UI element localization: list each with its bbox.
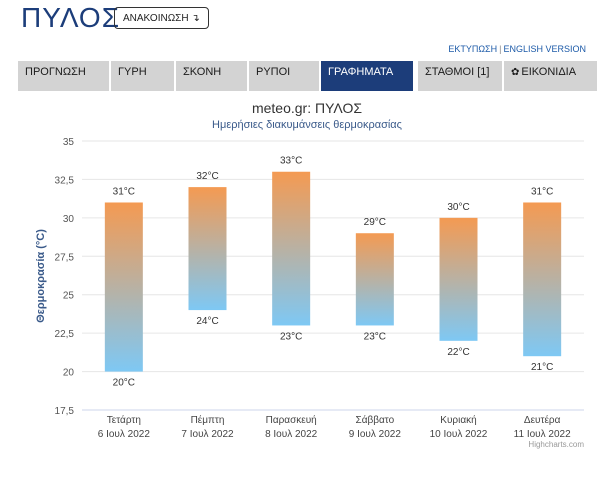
- x-tick-label-date: 10 Ιουλ 2022: [430, 429, 488, 440]
- announcement-button[interactable]: ΑΝΑΚΟΙΝΩΣΗ ↴: [114, 7, 209, 29]
- data-label-low: 20°C: [113, 378, 135, 389]
- top-links: ΕΚΤΥΠΩΣΗ | ENGLISH VERSION: [448, 44, 586, 54]
- temperature-range-bar: [355, 233, 394, 326]
- y-tick-label: 20: [63, 368, 75, 379]
- data-label-high: 33°C: [280, 156, 302, 167]
- x-tick-label-date: 6 Ιουλ 2022: [98, 429, 151, 440]
- data-label-high: 31°C: [113, 186, 135, 197]
- english-version-link[interactable]: ENGLISH VERSION: [503, 44, 586, 54]
- tab-forecast[interactable]: ΠΡΟΓΝΩΣΗ: [18, 61, 111, 91]
- temperature-range-bar: [272, 171, 311, 326]
- chart-subtitle: Ημερήσιες διακυμάνσεις θερμοκρασίας: [212, 119, 402, 131]
- data-label-high: 30°C: [447, 202, 469, 213]
- data-label-high: 31°C: [531, 186, 553, 197]
- link-separator: |: [499, 44, 502, 54]
- y-tick-label: 25: [63, 291, 75, 302]
- data-label-high: 29°C: [364, 217, 386, 228]
- y-tick-label: 35: [63, 137, 75, 148]
- y-tick-label: 32,5: [55, 175, 75, 186]
- tab-label: ΣΤΑΘΜΟΙ [1]: [425, 66, 490, 78]
- data-label-high: 32°C: [196, 171, 218, 182]
- data-label-low: 21°C: [531, 362, 553, 373]
- y-tick-label: 17,5: [55, 406, 75, 417]
- tab-label: ΣΚΟΝΗ: [183, 66, 222, 78]
- temperature-range-bar: [104, 202, 143, 372]
- print-link[interactable]: ΕΚΤΥΠΩΣΗ: [448, 44, 498, 54]
- y-tick-label: 30: [63, 214, 75, 225]
- x-tick-label-day: Δευτέρα: [524, 414, 561, 426]
- data-label-low: 22°C: [447, 347, 469, 358]
- tab-charts[interactable]: ΓΡΑΦΗΜΑΤΑ: [321, 61, 415, 91]
- credits-link[interactable]: Highcharts.com: [528, 440, 584, 449]
- tab-icons[interactable]: ✿ ΕΙΚΟΝΙΔΙΑ: [504, 61, 599, 91]
- tab-label: ΕΙΚΟΝΙΔΙΑ: [521, 66, 577, 78]
- tab-stations[interactable]: ΣΤΑΘΜΟΙ [1]: [418, 61, 504, 91]
- x-tick-label-day: Κυριακή: [440, 414, 476, 426]
- tab-label: ΓΥΡΗ: [118, 66, 147, 78]
- x-tick-label-day: Τετάρτη: [107, 414, 141, 426]
- temperature-range-bar: [188, 187, 227, 311]
- x-tick-label-day: Πέμπτη: [191, 414, 225, 426]
- x-tick-label-day: Σάββατο: [356, 414, 395, 426]
- y-tick-label: 27,5: [55, 252, 75, 263]
- data-label-low: 23°C: [280, 331, 302, 342]
- x-tick-label-day: Παρασκευή: [266, 414, 317, 426]
- x-tick-label-date: 7 Ιουλ 2022: [181, 429, 234, 440]
- chart-title: meteo.gr: ΠΥΛΟΣ: [252, 100, 362, 116]
- x-tick-label-date: 9 Ιουλ 2022: [349, 429, 402, 440]
- temperature-range-bar: [523, 202, 562, 357]
- tab-label: ΓΡΑΦΗΜΑΤΑ: [328, 66, 394, 78]
- tab-dust[interactable]: ΣΚΟΝΗ: [176, 61, 249, 91]
- tab-pollutants[interactable]: ΡΥΠΟΙ: [249, 61, 321, 91]
- x-tick-label-date: 8 Ιουλ 2022: [265, 429, 318, 440]
- gear-icon: ✿: [511, 67, 520, 78]
- tab-label: ΠΡΟΓΝΩΣΗ: [25, 66, 86, 78]
- page-title: ΠΥΛΟΣ: [21, 2, 121, 33]
- data-label-low: 24°C: [196, 316, 218, 327]
- x-tick-label-date: 11 Ιουλ 2022: [514, 429, 571, 440]
- y-axis-title: Θερμοκρασία (°C): [35, 229, 47, 323]
- temperature-range-bar: [439, 217, 478, 341]
- tab-label: ΡΥΠΟΙ: [256, 66, 291, 78]
- tab-pollen[interactable]: ΓΥΡΗ: [111, 61, 176, 91]
- y-tick-label: 22,5: [55, 329, 75, 340]
- data-label-low: 23°C: [364, 331, 386, 342]
